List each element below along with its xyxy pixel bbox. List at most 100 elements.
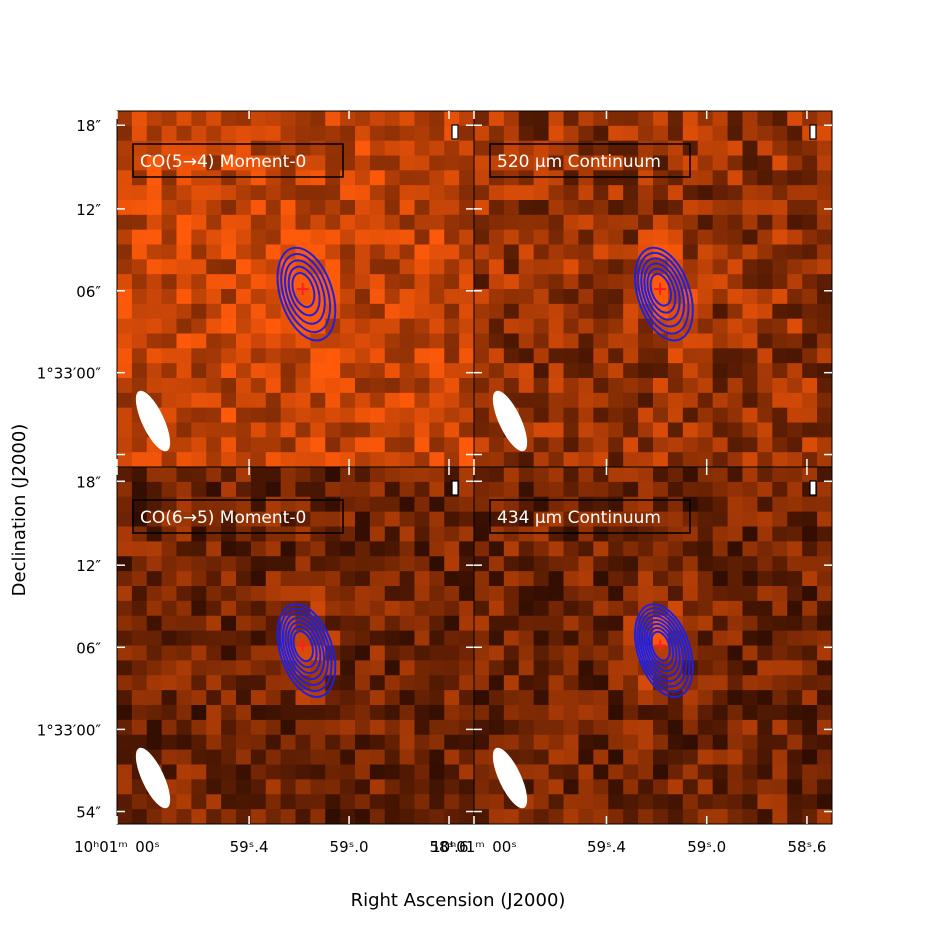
pixel — [414, 363, 430, 379]
pixel — [131, 318, 148, 335]
pixel — [802, 259, 818, 275]
pixel — [757, 407, 773, 424]
pixel — [146, 719, 163, 736]
pixel — [429, 571, 445, 587]
pixel — [787, 140, 803, 157]
contour-level — [641, 615, 684, 683]
pixel — [712, 274, 729, 290]
pixel — [250, 645, 267, 661]
pixel — [340, 437, 356, 453]
pixel — [802, 630, 818, 647]
pixel — [667, 809, 684, 824]
pixel — [474, 645, 490, 661]
pixel — [176, 541, 192, 557]
contour-level — [276, 603, 337, 698]
pixel — [310, 719, 326, 736]
pixel — [772, 229, 788, 246]
pixel — [772, 675, 788, 691]
pixel — [325, 734, 341, 751]
pixel — [667, 244, 684, 260]
pixel — [310, 645, 326, 661]
pixel — [638, 111, 654, 127]
pixel — [533, 170, 550, 186]
pixel — [488, 170, 505, 186]
pixel — [399, 526, 416, 542]
panel-title: 520 μm Continuum — [497, 152, 661, 172]
pixel — [802, 452, 818, 467]
pixel — [355, 705, 371, 721]
pixel — [772, 303, 788, 320]
pixel — [608, 348, 624, 364]
pixel — [802, 200, 818, 216]
pixel — [578, 809, 594, 824]
pixel — [250, 363, 267, 379]
pixel — [131, 111, 148, 127]
pixel — [131, 809, 148, 824]
pixel — [429, 422, 445, 438]
pixel — [340, 734, 356, 751]
pixel — [161, 214, 178, 231]
pixel — [623, 586, 639, 602]
pixel — [310, 481, 326, 498]
pixel — [682, 259, 699, 275]
pixel — [682, 407, 699, 424]
pixel — [250, 244, 267, 260]
pixel — [817, 571, 832, 587]
pixel — [682, 705, 699, 721]
pixel — [742, 392, 759, 409]
peak-marker — [296, 639, 309, 652]
pixel — [772, 259, 788, 275]
pixel — [310, 185, 326, 201]
pixel — [772, 200, 788, 216]
panel-title-box — [489, 143, 691, 178]
pixel — [548, 185, 565, 201]
pixel — [697, 719, 714, 736]
pixel — [787, 705, 803, 721]
pixel — [355, 481, 371, 498]
pixel — [488, 556, 505, 572]
pixel — [280, 779, 297, 795]
pixel — [355, 244, 371, 260]
pixel — [817, 422, 832, 438]
pixel — [757, 170, 773, 186]
pixel — [280, 452, 297, 467]
pixel — [340, 660, 356, 676]
pixel — [787, 764, 803, 780]
pixel — [236, 407, 252, 424]
pixel — [310, 749, 326, 766]
pixel — [772, 809, 788, 824]
pixel — [399, 125, 416, 142]
pixel — [355, 660, 371, 676]
pixel — [682, 615, 699, 632]
pixel — [653, 586, 669, 602]
pixel — [369, 481, 386, 498]
pixel — [548, 348, 565, 364]
pixel — [787, 734, 803, 751]
pixel — [280, 170, 297, 186]
pixel — [518, 378, 535, 394]
pixel — [638, 214, 654, 231]
pixel — [817, 481, 832, 498]
pixel — [384, 378, 401, 394]
pixel — [488, 452, 505, 467]
pixel — [712, 779, 729, 795]
pixel — [667, 749, 684, 766]
pixel — [593, 615, 609, 632]
pixel — [772, 333, 788, 349]
pixel — [206, 571, 222, 587]
pixel — [295, 125, 311, 142]
pixel — [682, 348, 699, 364]
pixel — [131, 200, 148, 216]
pixel — [623, 764, 639, 780]
pixel — [727, 348, 744, 364]
pixel — [325, 363, 341, 379]
pixel — [742, 526, 759, 542]
pixel — [444, 526, 460, 542]
pixel — [548, 794, 565, 810]
pixel — [563, 259, 580, 275]
pixel — [325, 303, 341, 320]
pixel — [250, 779, 267, 795]
pixel — [459, 600, 474, 617]
pixel — [563, 809, 580, 824]
pixel — [265, 645, 282, 661]
